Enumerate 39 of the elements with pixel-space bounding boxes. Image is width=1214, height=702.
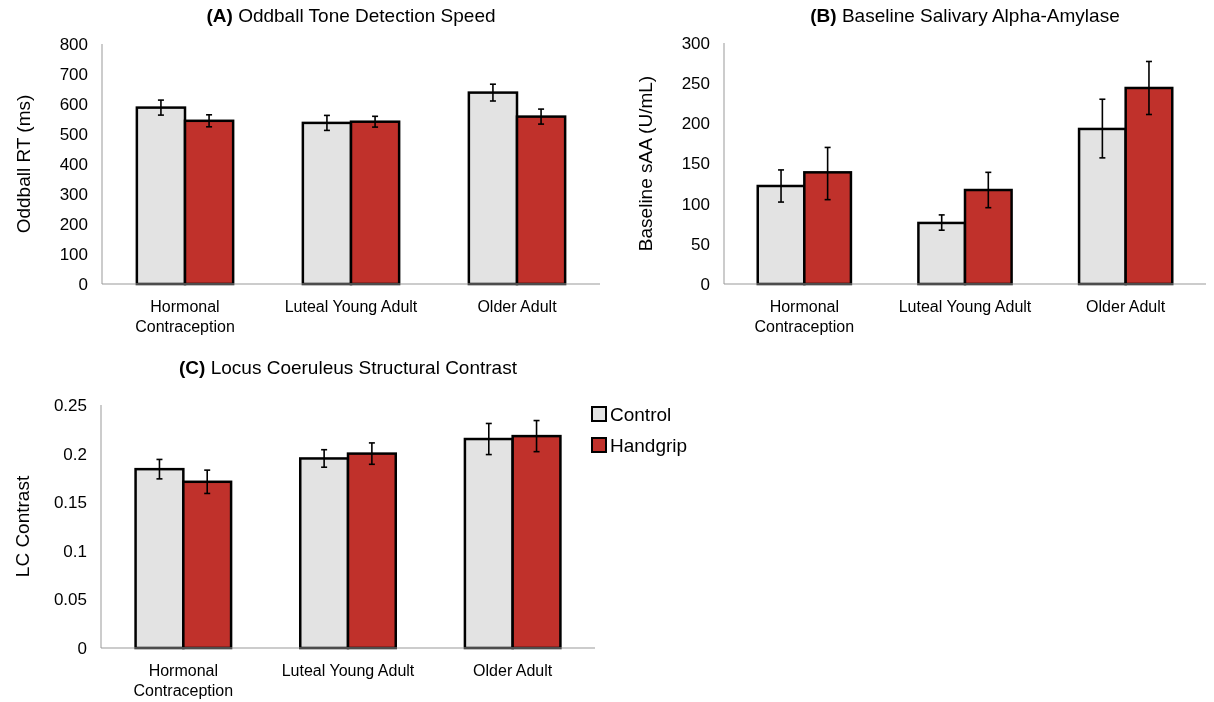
x-tick-label: Older Adult (1086, 298, 1166, 315)
y-tick-label: 400 (59, 154, 88, 174)
y-tick-label: 300 (681, 33, 710, 53)
y-tick-label: 0 (78, 274, 88, 294)
chart-title: (C) Locus Coeruleus Structural Contrast (179, 357, 518, 378)
chart-title: (B) Baseline Salivary Alpha-Amylase (810, 5, 1120, 26)
legend-label: Handgrip (610, 434, 688, 456)
y-axis-title: Baseline sAA (U/mL) (635, 75, 656, 252)
x-tick-label: Hormonal Contraception (135, 298, 235, 335)
x-tick-label: Hormonal Contraception (133, 662, 234, 699)
y-tick-label: 50 (691, 234, 710, 254)
y-tick-label: 200 (59, 214, 88, 234)
y-tick-label: 0.05 (53, 590, 87, 610)
y-tick-label: 0.2 (63, 444, 87, 464)
y-tick-label: 0 (700, 274, 710, 294)
y-tick-label: 0.15 (53, 493, 87, 513)
y-tick-label: 250 (681, 74, 710, 94)
x-tick-label: Older Adult (477, 298, 558, 315)
x-tick-label: Luteal Young Adult (898, 298, 1032, 315)
y-tick-label: 700 (59, 64, 88, 84)
chart-title: (A) Oddball Tone Detection Speed (206, 5, 496, 26)
x-tick-label: Luteal Young Adult (281, 662, 415, 679)
y-tick-label: 500 (59, 124, 88, 144)
y-tick-label: 0.1 (63, 541, 87, 561)
x-tick-label: Luteal Young Adult (284, 298, 418, 315)
x-tick-label: Hormonal Contraception (754, 298, 855, 335)
y-tick-label: 0.25 (53, 395, 87, 415)
y-tick-label: 300 (59, 184, 88, 204)
x-tick-label: Older Adult (473, 662, 553, 679)
y-tick-label: 800 (59, 34, 88, 54)
y-tick-label: 600 (59, 94, 88, 114)
y-tick-label: 150 (681, 154, 710, 174)
y-tick-label: 100 (681, 194, 710, 214)
y-tick-label: 200 (681, 114, 710, 134)
y-axis-title: Oddball RT (ms) (13, 94, 34, 234)
y-tick-label: 100 (59, 244, 88, 264)
y-tick-label: 0 (77, 638, 87, 658)
y-axis-title: LC Contrast (12, 475, 33, 578)
legend-label: Control (610, 403, 672, 425)
